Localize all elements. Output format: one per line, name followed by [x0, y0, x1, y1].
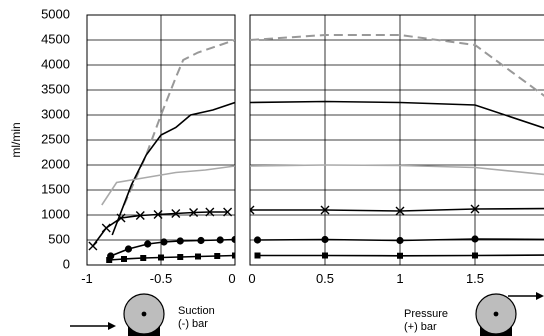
data-point-circle	[160, 238, 168, 246]
x-tick-label: 1.5	[466, 271, 484, 286]
x-tick-label: 1	[396, 271, 403, 286]
data-point-square	[322, 252, 328, 259]
series-line	[101, 165, 235, 206]
pressure-caption-line2: (+) bar	[404, 321, 437, 333]
data-point-x	[116, 213, 126, 223]
pump-roller-icon	[123, 293, 165, 336]
data-point-x	[135, 211, 145, 220]
data-point-circle	[471, 235, 479, 243]
y-tick-label: 1500	[41, 181, 70, 196]
data-point-circle	[321, 235, 329, 244]
pressure-grid	[249, 14, 544, 266]
data-point-square	[214, 253, 221, 259]
data-point-square	[158, 254, 164, 261]
data-point-x	[320, 205, 330, 215]
data-point-circle	[253, 236, 262, 244]
suction-pump: Suction (-) bar	[70, 293, 215, 336]
y-tick-label: 3000	[41, 106, 70, 121]
y-tick-label: 4500	[41, 31, 70, 46]
x-tick-label: 0	[228, 271, 235, 286]
y-tick-label: 4000	[41, 56, 70, 71]
data-point-square	[177, 254, 184, 260]
y-tick-label: 2000	[41, 156, 70, 171]
series-line	[250, 34, 544, 97]
data-point-x	[205, 207, 215, 217]
series-line	[123, 39, 235, 206]
data-point-circle	[231, 235, 235, 244]
data-point-x	[189, 208, 199, 217]
series-line	[109, 254, 235, 261]
data-point-circle	[197, 236, 205, 245]
data-point-circle	[216, 236, 224, 244]
series-line	[250, 164, 544, 176]
pump-roller-icon	[475, 293, 517, 336]
y-tick-label: 0	[63, 256, 70, 271]
data-point-x	[171, 209, 181, 218]
data-point-square	[232, 252, 235, 259]
suction-plot-frame	[86, 14, 236, 266]
data-point-x	[250, 205, 255, 215]
data-point-square	[140, 255, 147, 261]
y-tick-label: 1000	[41, 206, 70, 221]
x-tick-label: -1	[81, 271, 93, 286]
x-tick-label: 0	[248, 271, 255, 286]
y-tick-label: 500	[48, 231, 70, 246]
pressure-plot-frame	[249, 14, 544, 266]
series-line	[250, 100, 544, 129]
suction-grid	[86, 14, 236, 266]
data-point-x	[223, 207, 233, 217]
arrow-head	[108, 322, 116, 330]
data-point-circle	[176, 237, 184, 245]
y-axis-label: ml/min	[9, 122, 23, 157]
y-tick-label: 5000	[41, 6, 70, 21]
pressure-pump: Pressure (+) bar	[404, 292, 544, 336]
suction-series	[88, 39, 235, 263]
pressure-series	[250, 34, 544, 259]
data-point-x	[470, 204, 480, 214]
suction-x-tick-labels: -1 -0.5 0	[81, 271, 235, 286]
pressure-x-tick-labels: 00.511.52	[248, 271, 484, 286]
x-tick-label: -0.5	[150, 271, 172, 286]
data-point-square	[472, 252, 478, 259]
y-tick-label: 3500	[41, 81, 70, 96]
data-point-circle	[396, 236, 404, 245]
arrow-head	[536, 292, 544, 300]
data-point-x	[101, 223, 111, 233]
data-point-square	[397, 252, 403, 259]
pressure-caption-line1: Pressure	[404, 308, 448, 320]
data-point-circle	[144, 240, 152, 248]
y-tick-labels: 0 500 1000 1500 2000 2500 3000 3500 4000 4500 5000	[41, 6, 70, 271]
data-point-square	[106, 257, 113, 263]
x-tick-label: 0.5	[316, 271, 334, 286]
suction-caption-line2: (-) bar	[178, 318, 208, 330]
data-point-square	[254, 252, 261, 259]
suction-caption-line1: Suction	[178, 305, 215, 317]
y-tick-label: 2500	[41, 131, 70, 146]
data-point-square	[121, 256, 127, 262]
data-point-square	[195, 253, 201, 260]
data-point-x	[88, 241, 98, 251]
data-point-x	[153, 210, 163, 219]
data-point-circle	[124, 245, 133, 253]
data-point-x	[395, 206, 405, 216]
